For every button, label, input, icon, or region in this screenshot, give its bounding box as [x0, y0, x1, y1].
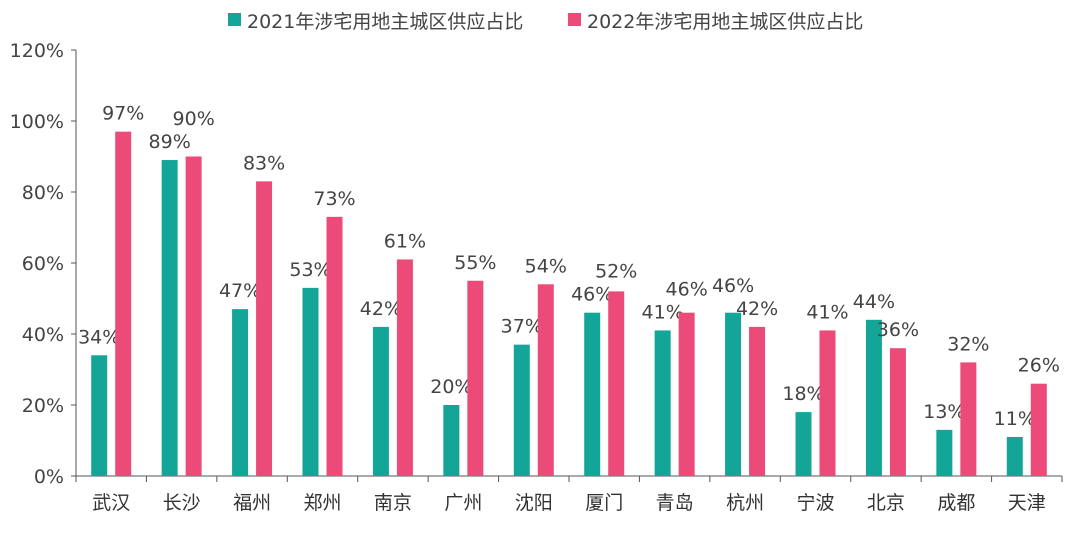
x-tick-label: 南京 [374, 492, 412, 514]
bar-2022 [889, 348, 906, 476]
data-label: 42% [360, 298, 402, 320]
data-label: 11% [994, 408, 1036, 430]
data-label: 89% [149, 131, 191, 153]
bar-2022 [1030, 383, 1047, 476]
bar-2022 [749, 326, 766, 476]
bar-2021 [654, 330, 671, 476]
x-tick-label: 青岛 [656, 492, 694, 514]
x-tick-label: 天津 [1008, 492, 1046, 514]
y-tick-label: 20% [22, 395, 64, 417]
bar-2021 [513, 344, 530, 476]
data-label: 20% [430, 376, 472, 398]
data-label: 83% [243, 152, 285, 174]
bar-2022 [608, 291, 625, 476]
bar-2021 [795, 412, 812, 476]
x-tick-label: 北京 [867, 492, 905, 514]
data-label: 73% [313, 188, 355, 210]
bar-2021 [302, 287, 319, 476]
legend-label: 2022年涉宅用地主城区供应占比 [587, 11, 863, 33]
bar-2021 [372, 326, 389, 476]
data-label: 52% [595, 261, 637, 283]
x-tick-label: 成都 [937, 492, 975, 514]
bar-2022 [115, 131, 132, 476]
y-tick-label: 40% [22, 324, 64, 346]
bar-2022 [819, 330, 836, 476]
y-tick-label: 60% [22, 253, 64, 275]
legend-swatch [568, 13, 581, 26]
data-label: 18% [782, 383, 824, 405]
bar-2021 [725, 312, 742, 476]
x-tick-label: 长沙 [163, 492, 201, 514]
data-label: 41% [806, 301, 848, 323]
bar-2021 [443, 405, 460, 476]
bar-2021 [232, 309, 249, 476]
x-tick-label: 厦门 [585, 492, 623, 514]
data-label: 42% [736, 298, 778, 320]
x-tick-label: 杭州 [726, 492, 764, 514]
data-label: 44% [853, 291, 895, 313]
data-label: 41% [642, 301, 684, 323]
data-label: 53% [289, 259, 331, 281]
data-label: 32% [947, 333, 989, 355]
bar-2021 [1006, 436, 1023, 476]
data-label: 46% [571, 284, 613, 306]
data-label: 54% [525, 255, 567, 277]
data-label: 97% [102, 103, 144, 125]
bar-2021 [161, 160, 178, 477]
bar-2021 [91, 355, 108, 476]
legend-swatch [228, 13, 241, 26]
x-tick-label: 郑州 [303, 492, 341, 514]
data-label: 46% [666, 278, 708, 300]
bar-2022 [467, 280, 484, 476]
y-tick-label: 100% [10, 111, 64, 133]
bar-2022 [396, 259, 413, 476]
x-tick-label: 武汉 [92, 492, 130, 514]
bar-2022 [960, 362, 977, 476]
data-label: 55% [454, 252, 496, 274]
data-label: 37% [501, 316, 543, 338]
bar-2022 [185, 156, 202, 476]
data-label: 90% [173, 108, 215, 130]
data-label: 13% [923, 401, 965, 423]
bar-2021 [936, 429, 953, 476]
y-tick-label: 80% [22, 182, 64, 204]
x-tick-label: 宁波 [796, 492, 834, 514]
x-tick-label: 沈阳 [515, 492, 553, 514]
data-label: 47% [219, 280, 261, 302]
bar-2022 [256, 181, 273, 476]
y-tick-label: 120% [10, 40, 64, 62]
bar-2022 [326, 216, 343, 476]
legend-label: 2021年涉宅用地主城区供应占比 [247, 11, 523, 33]
bar-2022 [678, 312, 695, 476]
bar-2022 [537, 284, 554, 476]
x-tick-label: 广州 [444, 492, 482, 514]
data-label: 34% [78, 326, 120, 348]
y-tick-label: 0% [34, 466, 64, 488]
bar-2021 [865, 319, 882, 476]
data-label: 36% [877, 319, 919, 341]
data-label: 46% [712, 275, 754, 297]
x-tick-label: 福州 [233, 492, 271, 514]
data-label: 26% [1018, 355, 1060, 377]
data-label: 61% [384, 230, 426, 252]
bar-2021 [584, 312, 601, 476]
